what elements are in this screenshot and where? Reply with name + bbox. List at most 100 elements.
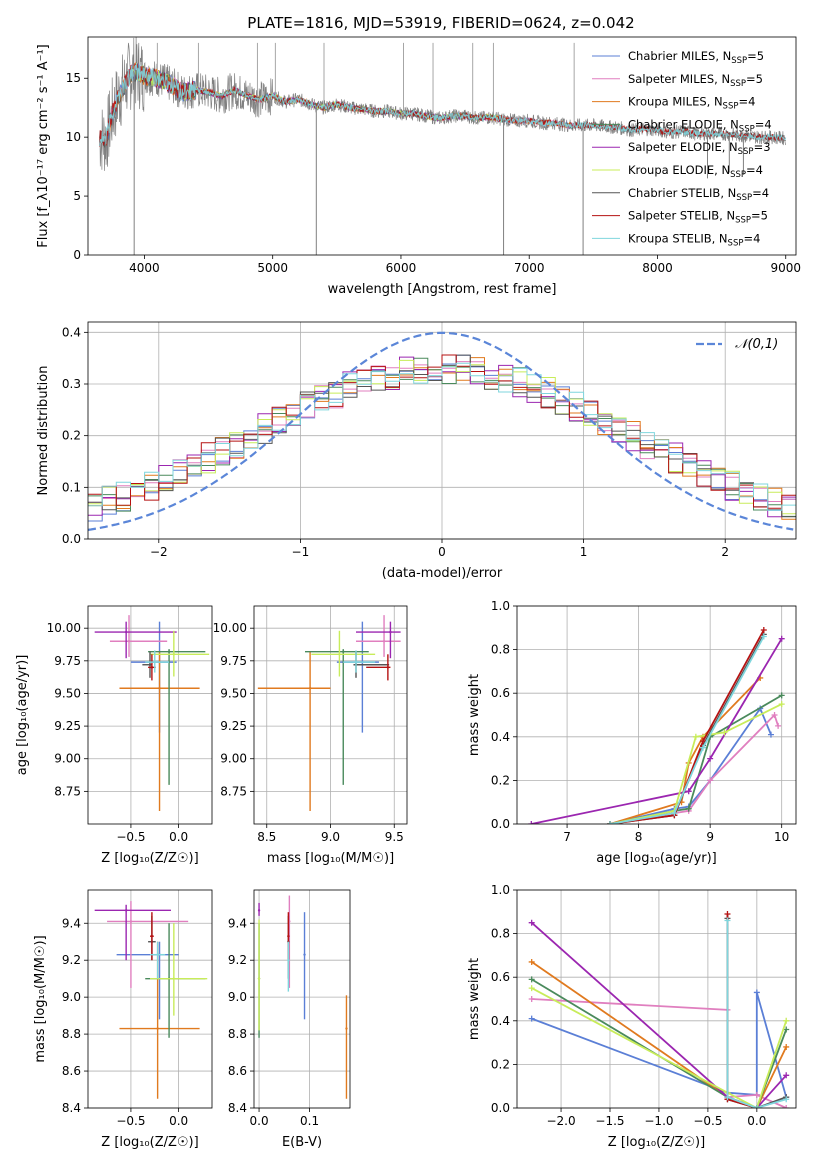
- weight-line: [726, 914, 758, 1108]
- weight_vs_Z-panel: −2.0 −1.5 −1.0 −0.5 0.0 0.0 0.2 0.4 0.6 0.8 1.0 Z […: [467, 883, 797, 1150]
- residuals-ytick-label: 0.0: [62, 532, 81, 546]
- spectrum-xlabel: wavelength [Angstrom, rest frame]: [328, 282, 557, 297]
- weight-marker: [528, 958, 535, 965]
- data-point: [172, 653, 176, 656]
- weight-marker: [700, 738, 706, 745]
- weight_vs_age-ylabel: mass weight: [467, 674, 482, 756]
- weight_vs_age-ytick-label: 1.0: [491, 599, 510, 613]
- residuals-frame: [87, 321, 797, 540]
- residual-histogram: [88, 354, 796, 509]
- mass_vs_Z-ytick-label: 8.8: [62, 1027, 81, 1041]
- legend-subscript: SSP: [736, 193, 752, 203]
- legend-subscript: SSP: [735, 216, 751, 226]
- weight_vs_Z-ytick-label: 0.6: [491, 970, 510, 984]
- model-spectrum: [99, 63, 787, 147]
- weight_vs_age-panel: 7 8 9 10 0.0 0.2 0.4 0.6 0.8 1.0 age [log₁₀(age/yr…: [467, 599, 797, 866]
- age_vs_mass-ytick-label: 9.50: [220, 686, 247, 700]
- weight_vs_Z-xtick-label: −2.0: [546, 1114, 575, 1128]
- spectrum-xtick-label: 8000: [642, 261, 673, 275]
- weight_vs_Z-xlabel: Z [log₁₀(Z/Z☉)]: [608, 1135, 705, 1150]
- weight-marker: [724, 917, 731, 924]
- weight_vs_Z-xtick-label: −1.0: [644, 1114, 673, 1128]
- age_vs_mass-ytick-label: 10.00: [213, 621, 247, 635]
- legend-subscript: SSP: [723, 102, 739, 112]
- age_vs_mass-panel: 8.5 9.0 9.5 8.75 9.00 9.25 9.50 9.75 10.00 mass […: [213, 605, 408, 866]
- weight-marker: [778, 701, 785, 708]
- age_vs_mass-xtick-label: 9.0: [321, 830, 340, 844]
- weight-marker: [760, 633, 767, 640]
- weight_vs_age-ytick-label: 0.8: [491, 643, 510, 657]
- weight_vs_Z-xtick-label: −1.5: [595, 1114, 624, 1128]
- mass_vs_Z-panel: −0.5 0.0 8.4 8.6 8.8 9.0 9.2 9.4 Z [log₁₀(Z/Z☉)]…: [33, 889, 213, 1150]
- weight-marker: [771, 712, 778, 718]
- data-point: [287, 959, 290, 962]
- weight-marker: [767, 731, 774, 738]
- legend-nssp: =4: [755, 117, 772, 131]
- spectrum-ylabel: Flux [f_λ10⁻¹⁷ erg cm⁻² s⁻¹ A⁻¹]: [36, 44, 51, 248]
- mass_vs_ebv-ytick-label: 8.8: [228, 1027, 247, 1041]
- data-point: [150, 666, 154, 669]
- normal-curve: [88, 331, 794, 531]
- legend-entry: Chabrier STELIB, NSSP=4: [628, 186, 769, 203]
- data-point: [303, 953, 306, 956]
- weight_vs_Z-frame: [516, 889, 797, 1109]
- age_vs_Z-xtick-label: 0.0: [169, 830, 188, 844]
- spectrum-xtick-label: 7000: [514, 261, 545, 275]
- weight-marker: [707, 777, 714, 784]
- spectrum-legend: Chabrier MILES, NSSP=5 Salpeter MILES, NS…: [592, 49, 772, 248]
- weight_vs_age-plot-area: [528, 626, 785, 824]
- age_vs_mass-frame: [253, 605, 408, 825]
- mass_vs_Z-ylabel: mass [log₁₀(M/M☉)]: [33, 935, 48, 1062]
- legend-nssp: =5: [747, 49, 764, 63]
- legend-entry: Kroupa MILES, NSSP=4: [628, 95, 755, 112]
- legend-entry: Kroupa ELODIE, NSSP=4: [628, 163, 763, 180]
- legend-entry: Chabrier ELODIE, NSSP=4: [628, 117, 772, 134]
- data-point: [129, 920, 133, 923]
- legend-nssp: =3: [754, 140, 771, 154]
- data-point: [287, 934, 290, 938]
- data-point: [167, 650, 171, 653]
- age_vs_mass-ytick-label: 9.00: [220, 752, 247, 766]
- mass_vs_Z-ytick-label: 9.4: [62, 916, 81, 930]
- normal-legend-label: 𝒩(0,1): [735, 337, 778, 352]
- residuals-xtick-label: 1: [580, 545, 588, 559]
- legend-subscript: SSP: [738, 147, 754, 157]
- mass_vs_ebv-ytick-label: 8.6: [228, 1064, 247, 1078]
- residuals-xtick-label: 0: [438, 545, 446, 559]
- weight_vs_Z-xtick-label: 0.0: [747, 1114, 766, 1128]
- data-point: [345, 1027, 348, 1030]
- weight_vs_Z-plot-area: [528, 910, 790, 1108]
- mass_vs_ebv-xlabel: E(B-V): [282, 1135, 322, 1150]
- weight-marker: [685, 788, 692, 795]
- weight_vs_age-ytick-label: 0.6: [491, 686, 510, 700]
- spectrum-frame: [87, 36, 797, 256]
- weight-line: [609, 636, 765, 824]
- data-point: [257, 909, 261, 912]
- mass_vs_Z-xtick-label: 0.0: [169, 1114, 188, 1128]
- legend-nssp: =4: [738, 95, 755, 109]
- spectrum-plot-area: [99, 37, 787, 255]
- residuals-ytick-label: 0.2: [62, 429, 81, 443]
- age_vs_Z-xlabel: Z [log₁₀(Z/Z☉)]: [101, 851, 198, 866]
- residuals-ylabel: Normed distribution: [36, 366, 51, 496]
- weight-marker: [724, 1094, 731, 1101]
- mass_vs_Z-ytick-label: 9.0: [62, 990, 81, 1004]
- age_vs_mass-xtick-label: 9.5: [385, 830, 404, 844]
- weight-marker: [707, 755, 714, 762]
- residuals-xtick-label: −2: [150, 545, 168, 559]
- mass_vs_Z-frame: [87, 889, 213, 1109]
- legend-entry: Chabrier MILES, NSSP=5: [628, 49, 764, 66]
- spectrum-xtick-label: 6000: [386, 261, 417, 275]
- spectrum-xtick-label: 4000: [129, 261, 160, 275]
- weight-marker: [700, 744, 706, 751]
- residuals-xlabel: (data-model)/error: [382, 566, 503, 581]
- weight-marker: [783, 1096, 790, 1103]
- weight_vs_Z-xtick-label: −0.5: [693, 1114, 722, 1128]
- legend-subscript: SSP: [731, 56, 747, 66]
- mass_vs_ebv-frame: [253, 889, 351, 1109]
- mass_vs_Z-plot-area: [94, 901, 208, 1099]
- weight_vs_age-xlabel: age [log₁₀(age/yr)]: [596, 851, 717, 866]
- data-point: [382, 640, 386, 643]
- weight-marker: [607, 821, 613, 824]
- age_vs_Z-panel: −0.5 0.0 8.75 9.00 9.25 9.50 9.75 10.00 Z [log₁₀…: [15, 605, 213, 866]
